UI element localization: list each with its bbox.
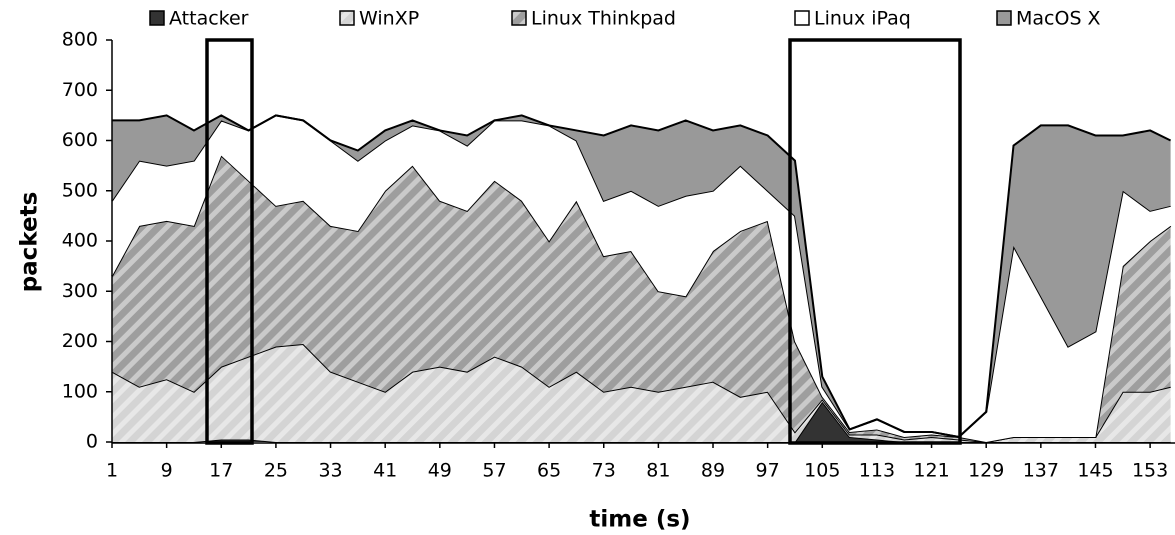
x-tick-label: 113 <box>859 460 895 482</box>
plot-area <box>111 114 1172 444</box>
legend-label: WinXP <box>359 8 419 30</box>
x-tick-label: 73 <box>592 460 616 482</box>
area <box>112 344 1171 442</box>
legend-label: MacOS X <box>1016 8 1101 30</box>
y-tick-label: 600 <box>62 129 98 151</box>
x-axis-title: time (s) <box>589 507 690 533</box>
legend-swatch <box>511 10 527 26</box>
x-tick-label: 25 <box>264 460 288 482</box>
y-tick-label: 0 <box>86 431 98 453</box>
legend-label: Linux Thinkpad <box>531 8 676 30</box>
area-outline <box>112 114 1172 439</box>
x-tick-label: 57 <box>482 460 506 482</box>
x-tick-label: 1 <box>106 460 118 482</box>
x-tick-label: 137 <box>1023 460 1059 482</box>
x-tick-label: 17 <box>209 460 233 482</box>
y-tick-label: 200 <box>62 330 98 352</box>
x-tick-label: 145 <box>1077 460 1113 482</box>
x-tick-label: 49 <box>428 460 452 482</box>
y-tick-label: 100 <box>62 380 98 402</box>
y-tick-label: 700 <box>62 79 98 101</box>
y-tick-label: 800 <box>62 29 98 51</box>
legend-label: Linux iPaq <box>814 8 911 30</box>
x-tick-label: 33 <box>318 460 342 482</box>
x-tick-label: 97 <box>756 460 780 482</box>
y-tick-label: 400 <box>62 230 98 252</box>
legend-label: Attacker <box>169 8 249 30</box>
legend-swatch <box>794 10 810 26</box>
legend-swatch <box>996 10 1012 26</box>
x-tick-label: 65 <box>537 460 561 482</box>
y-tick-label: 500 <box>62 179 98 201</box>
area <box>112 115 1171 442</box>
y-axis-title: packets <box>17 192 43 293</box>
x-tick-label: 89 <box>701 460 725 482</box>
area <box>112 155 1171 442</box>
x-tick-label: 153 <box>1132 460 1168 482</box>
x-tick-label: 81 <box>646 460 670 482</box>
legend-swatch <box>149 10 165 26</box>
legend-swatch <box>339 10 355 26</box>
x-tick-label: 9 <box>161 460 173 482</box>
y-tick-label: 300 <box>62 280 98 302</box>
area <box>112 115 1171 437</box>
x-tick-label: 105 <box>804 460 840 482</box>
x-tick-label: 41 <box>373 460 397 482</box>
x-tick-label: 121 <box>913 460 949 482</box>
x-tick-label: 129 <box>968 460 1004 482</box>
